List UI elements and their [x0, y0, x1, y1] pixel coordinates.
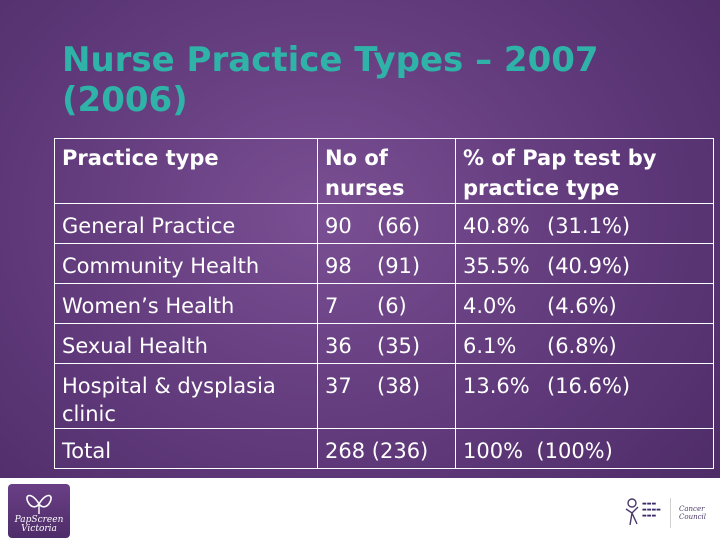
- cell-nurses: 7 (6): [317, 283, 456, 324]
- cell-nurses: 98 (91): [317, 243, 456, 284]
- cell-practice-type: Hospital & dysplasia clinic: [54, 363, 318, 429]
- nurses-2006: (35): [377, 334, 421, 358]
- pct-2007: 6.1%: [463, 334, 517, 358]
- nurses-2007: 268: [325, 439, 366, 463]
- nurses-2006: (38): [377, 374, 421, 398]
- table-row: Community Health 98 (91) 35.5% (40.9%): [54, 243, 714, 284]
- pct-2007: 13.6%: [463, 374, 530, 398]
- pct-2007: 4.0%: [463, 294, 517, 318]
- cell-pct: 4.0% (4.6%): [455, 283, 714, 324]
- pct-2006: (4.6%): [547, 294, 617, 318]
- cell-pct: 100% (100%): [455, 428, 714, 469]
- nurses-2006: (66): [377, 214, 421, 238]
- footer-bar: [0, 478, 720, 540]
- cell-nurses: 268 (236): [317, 428, 456, 469]
- pct-2007: 35.5%: [463, 254, 530, 278]
- practice-types-table: Practice type No of nurses % of Pap test…: [54, 138, 714, 469]
- table-row: General Practice 90 (66) 40.8% (31.1%): [54, 203, 714, 244]
- cell-nurses: 36 (35): [317, 323, 456, 364]
- cell-pct: 35.5% (40.9%): [455, 243, 714, 284]
- cell-nurses: 37 (38): [317, 363, 456, 429]
- pct-2006: (16.6%): [547, 374, 631, 398]
- pct-2006: (31.1%): [547, 214, 631, 238]
- butterfly-icon: [26, 494, 52, 514]
- practice-types-table-container: Practice type No of nurses % of Pap test…: [54, 138, 714, 469]
- slide-title: Nurse Practice Types – 2007 (2006): [62, 40, 599, 120]
- nurses-2007: 90: [325, 214, 352, 238]
- header-practice-type: Practice type: [54, 138, 318, 204]
- cell-practice-type: Total: [54, 428, 318, 469]
- partner-logo-2-line-1: Cancer: [679, 505, 705, 513]
- pct-2007: 100%: [463, 439, 524, 463]
- pct-2006: (100%): [536, 439, 613, 463]
- nurses-2007: 36: [325, 334, 352, 358]
- partner-logo-2-text: Cancer Council: [679, 505, 706, 521]
- table-header-row: Practice type No of nurses % of Pap test…: [54, 138, 714, 204]
- nurses-2006: (6): [377, 294, 407, 318]
- pct-2007: 40.8%: [463, 214, 530, 238]
- partner-logo-2: Cancer Council: [670, 498, 713, 528]
- table-row: Hospital & dysplasia clinic 37 (38) 13.6%…: [54, 363, 714, 429]
- partner-logo-2-line-2: Council: [679, 513, 706, 521]
- nurses-2007: 7: [325, 294, 339, 318]
- nurses-2007: 98: [325, 254, 352, 278]
- partner-logo-1-text: ▬▬▬ ▬▬▬▬ ▬▬▬: [642, 501, 661, 519]
- cell-pct: 13.6% (16.6%): [455, 363, 714, 429]
- cell-practice-type: Sexual Health: [54, 323, 318, 364]
- partner-logo-1: ▬▬▬ ▬▬▬▬ ▬▬▬: [622, 497, 666, 529]
- papscreen-logo: PapScreen Victoria: [8, 484, 70, 538]
- table-row-total: Total 268 (236) 100% (100%): [54, 428, 714, 469]
- cell-nurses: 90 (66): [317, 203, 456, 244]
- header-pct-pap-test: % of Pap test by practice type: [455, 138, 714, 204]
- nurses-2007: 37: [325, 374, 352, 398]
- papscreen-logo-line-2: Victoria: [21, 524, 57, 534]
- pct-2006: (40.9%): [547, 254, 631, 278]
- table-row: Sexual Health 36 (35) 6.1% (6.8%): [54, 323, 714, 364]
- cell-practice-type: Women’s Health: [54, 283, 318, 324]
- papscreen-logo-line-1: PapScreen: [14, 515, 64, 525]
- table-row: Women’s Health 7 (6) 4.0% (4.6%): [54, 283, 714, 324]
- cell-practice-type: General Practice: [54, 203, 318, 244]
- nurses-2006: (236): [371, 439, 429, 463]
- pct-2006: (6.8%): [547, 334, 617, 358]
- papscreen-logo-text: PapScreen Victoria: [8, 516, 70, 534]
- figure-logo-icon: [625, 498, 639, 526]
- cell-practice-type: Community Health: [54, 243, 318, 284]
- cell-pct: 6.1% (6.8%): [455, 323, 714, 364]
- header-no-of-nurses: No of nurses: [317, 138, 456, 204]
- nurses-2006: (91): [377, 254, 421, 278]
- cell-pct: 40.8% (31.1%): [455, 203, 714, 244]
